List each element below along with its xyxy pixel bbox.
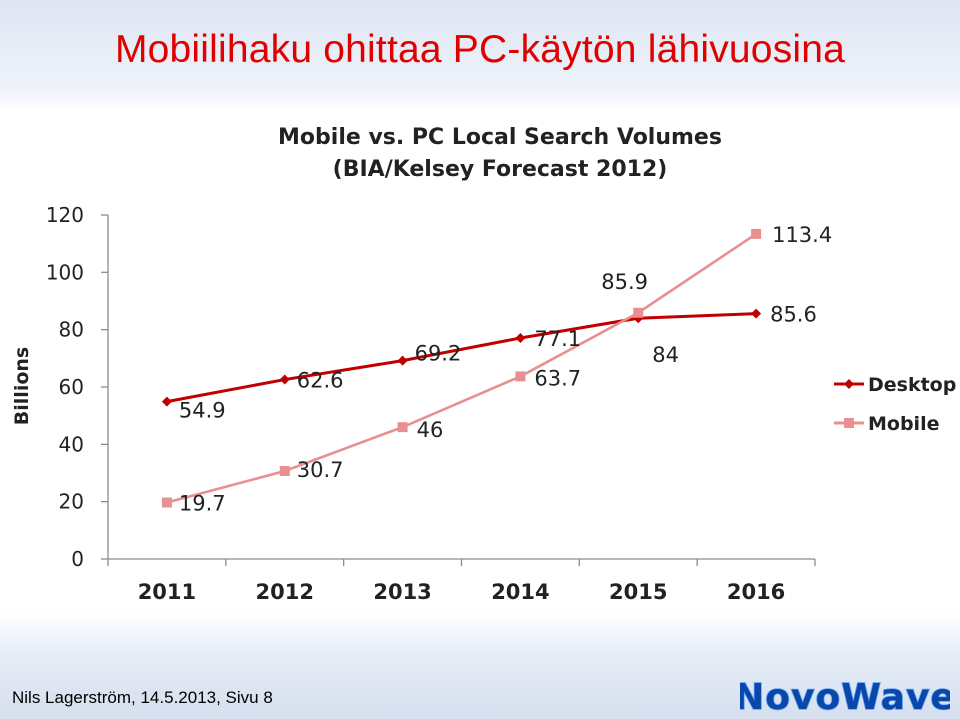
desktop-data-label: 54.9: [179, 399, 226, 423]
desktop-legend-label: Desktop: [868, 374, 956, 396]
legend: Desktop Mobile: [834, 374, 956, 435]
mobile-series-line: [166, 232, 757, 504]
desktop-point: [515, 332, 526, 343]
desktop-data-label: 62.6: [297, 369, 344, 393]
y-axis-title: Billions: [11, 347, 33, 425]
y-tick-label: 60: [59, 375, 84, 399]
mobile-point: [751, 228, 762, 239]
y-tick-label: 40: [59, 432, 84, 456]
mobile-point: [515, 371, 526, 382]
mobile-data-label: 113.4: [772, 223, 832, 247]
chart-subtitle: (BIA/Kelsey Forecast 2012): [333, 157, 668, 182]
mobile-point: [633, 307, 644, 318]
chart-background: [0, 110, 960, 610]
axes: 0 20 40 60 80 100 120 2011 2012 2013 2014 2015 2016: [46, 203, 816, 604]
desktop-data-label: 84: [652, 343, 679, 367]
footer-text: Nils Lagerström, 14.5.2013, Sivu 8: [12, 688, 273, 707]
y-tick-label: 80: [59, 318, 84, 342]
y-tick-label: 0: [71, 547, 84, 571]
desktop-legend-marker: [844, 379, 854, 389]
mobile-data-label: 46: [417, 418, 444, 442]
mobile-legend-marker: [844, 418, 854, 428]
x-tick-label: 2015: [609, 580, 667, 604]
mobile-data-label: 63.7: [534, 366, 581, 390]
desktop-point: [279, 374, 290, 385]
x-tick-label: 2011: [138, 580, 196, 604]
desktop-data-label: 77.1: [534, 327, 581, 351]
mobile-data-label: 19.7: [179, 492, 226, 516]
mobile-data-label: 30.7: [297, 458, 344, 482]
logo-text: NovoWave: [740, 677, 950, 715]
mobile-point: [397, 422, 408, 433]
x-tick-label: 2012: [256, 580, 314, 604]
y-tick-label: 120: [46, 203, 84, 227]
line-chart: Mobile vs. PC Local Search Volumes (BIA/…: [11, 125, 956, 604]
mobile-data-label: 85.9: [601, 270, 648, 294]
mobile-point: [161, 497, 172, 508]
desktop-point: [751, 308, 762, 319]
x-tick-label: 2013: [373, 580, 431, 604]
mobile-point: [279, 465, 290, 476]
mobile-legend-label: Mobile: [868, 413, 939, 435]
x-tick-label: 2014: [491, 580, 549, 604]
slide-title: Mobiilihaku ohittaa PC-käytön lähivuosin…: [114, 28, 846, 71]
desktop-data-label: 85.6: [770, 303, 817, 327]
x-tick-label: 2016: [727, 580, 785, 604]
series-group: [161, 228, 762, 508]
chart-title: Mobile vs. PC Local Search Volumes: [278, 125, 722, 150]
desktop-point: [161, 396, 172, 407]
novowave-logo: NovoWave: [740, 676, 950, 715]
desktop-series-line: [166, 312, 757, 404]
desktop-point: [397, 355, 408, 366]
data-labels: 54.9 62.6 69.2 77.1 84 85.6 19.7 30.7 46 63.7 85.9…: [179, 223, 832, 516]
y-tick-label: 100: [46, 260, 84, 284]
desktop-data-label: 69.2: [415, 342, 462, 366]
y-tick-label: 20: [59, 490, 84, 514]
